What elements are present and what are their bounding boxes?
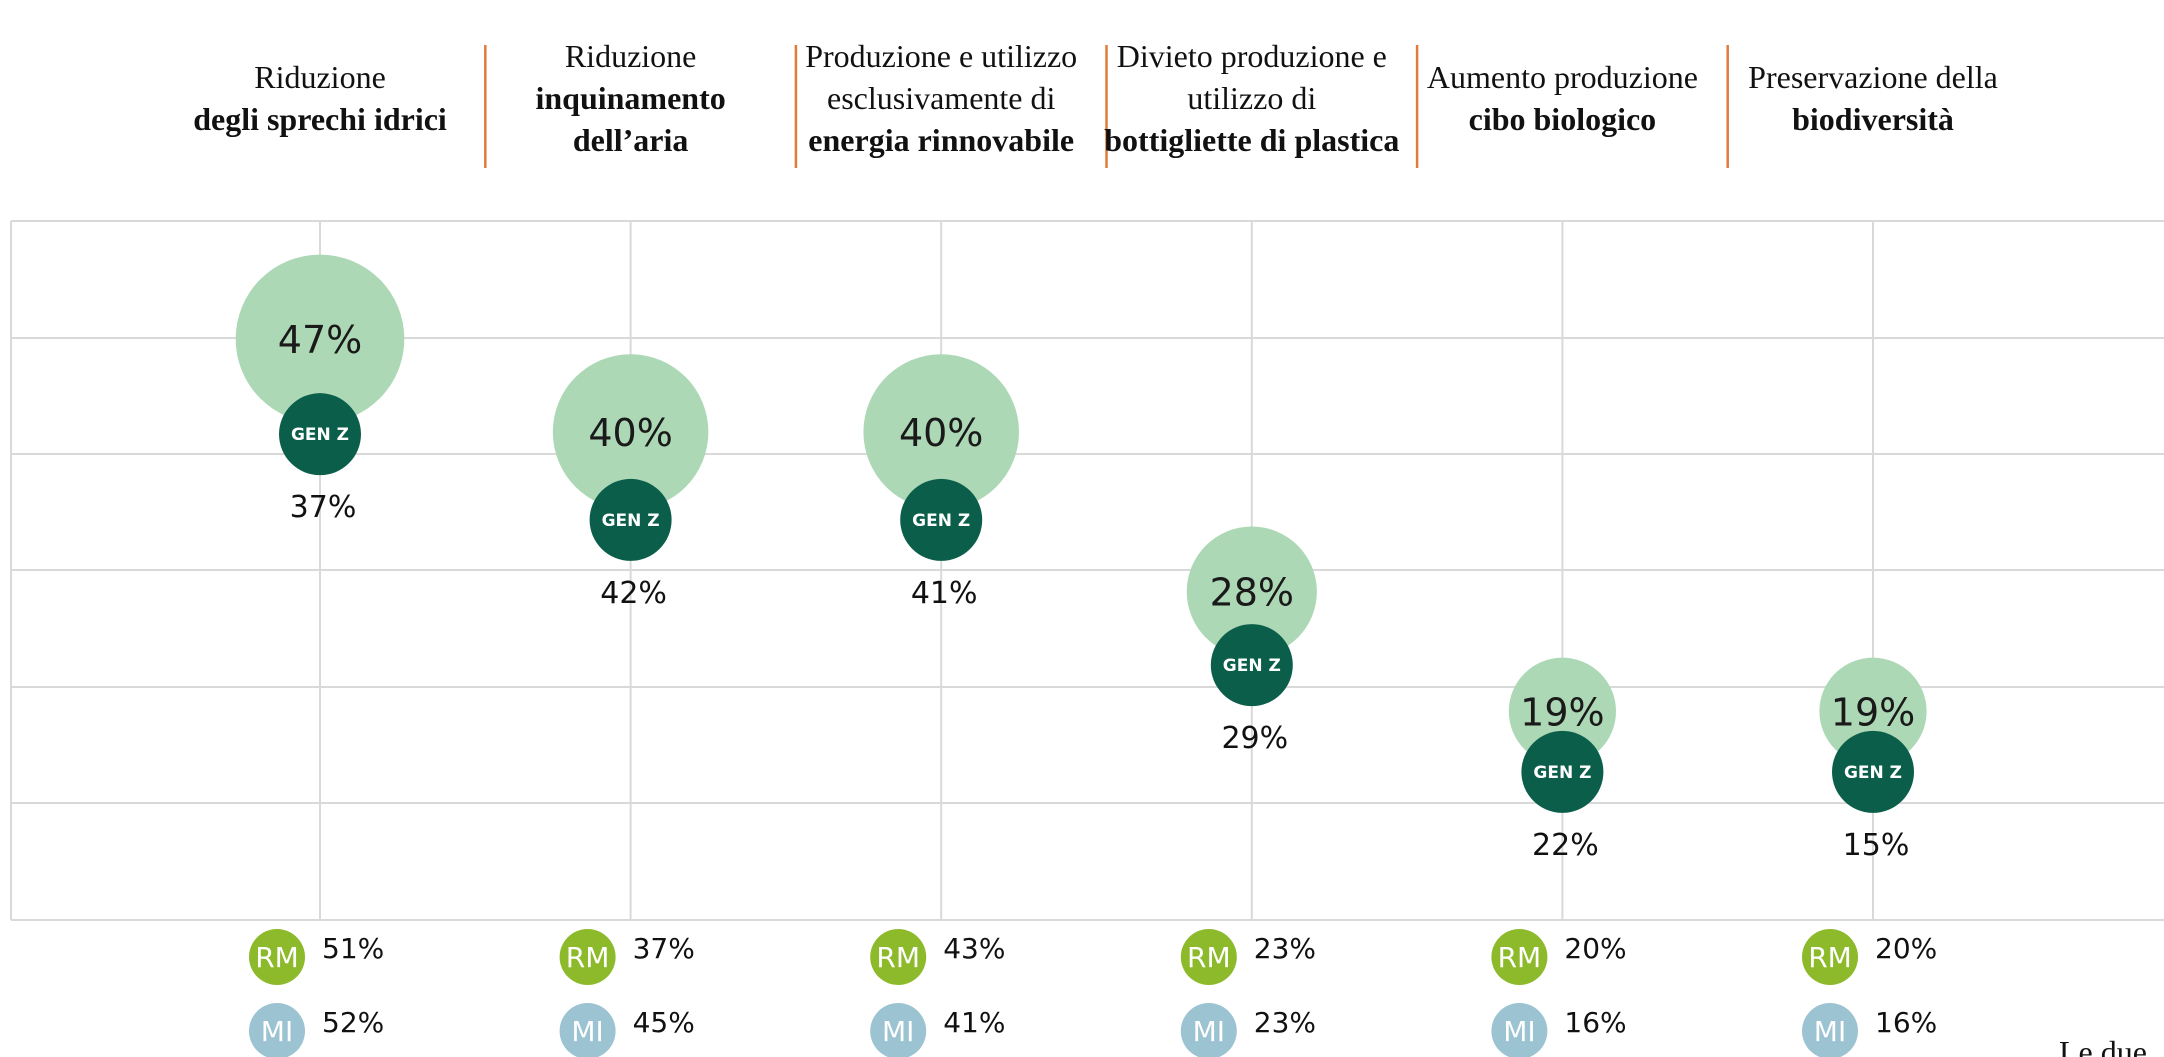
header-regular: Aumento produzione <box>1426 59 1698 95</box>
badge-name: MI <box>882 1015 914 1048</box>
genz-label: 15% <box>1843 828 1910 863</box>
header-bold: biodiversità <box>1792 101 1954 137</box>
badge <box>1180 1003 1237 1057</box>
category-header: Divieto produzione e utilizzo di bottigli… <box>1097 18 1407 178</box>
header-regular: Produzione e utilizzo esclusivamente di <box>805 38 1078 116</box>
bubble <box>1186 526 1317 657</box>
badge-name: MI <box>571 1015 603 1048</box>
badge <box>1491 929 1548 985</box>
genz-marker <box>589 478 672 561</box>
bubble <box>235 254 405 424</box>
badge <box>249 1003 305 1057</box>
badge-name: RM <box>1498 941 1542 974</box>
badge <box>559 929 616 985</box>
bubble-label: 19% <box>1520 690 1604 734</box>
bubble-label: 28% <box>1210 571 1294 615</box>
genz-name: GEN Z <box>602 511 660 531</box>
header-bold: degli sprechi idrici <box>193 101 447 137</box>
category-header: Preservazione della biodiversità <box>1718 18 2028 178</box>
badge-value: 23% <box>1254 1006 1316 1039</box>
genz-marker <box>900 478 983 561</box>
badge-name: MI <box>1503 1015 1535 1048</box>
bubble <box>1819 657 1927 765</box>
badge <box>1802 929 1858 985</box>
bubble-label: 40% <box>899 411 983 455</box>
badge-value: 16% <box>1875 1006 1937 1039</box>
header-bold: inquinamento dell’aria <box>535 80 726 158</box>
badge-value: 20% <box>1564 932 1626 965</box>
badge <box>1180 929 1237 985</box>
header-regular: Riduzione <box>564 38 697 74</box>
badge-name: RM <box>1808 941 1852 974</box>
genz-name: GEN Z <box>1533 763 1591 783</box>
category-header: Produzione e utilizzo esclusivamente di e… <box>786 18 1096 178</box>
header-bold: bottigliette di plastica <box>1104 122 1400 158</box>
badge-name: MI <box>1193 1015 1225 1048</box>
badge <box>870 929 927 985</box>
bubble <box>863 354 1019 510</box>
genz-marker <box>279 393 361 476</box>
badge-value: 43% <box>943 932 1005 965</box>
badge-value: 16% <box>1564 1006 1626 1039</box>
genz-label: 37% <box>290 490 357 525</box>
category-header: Riduzione inquinamento dell’aria <box>476 18 786 178</box>
bubble <box>552 354 709 510</box>
badge-name: RM <box>566 941 610 974</box>
badge-name: RM <box>1187 941 1231 974</box>
genz-label: 22% <box>1532 828 1599 863</box>
genz-label: 41% <box>911 576 978 611</box>
genz-name: GEN Z <box>912 511 970 531</box>
badge-value: 41% <box>943 1006 1005 1039</box>
genz-label: 42% <box>600 576 667 611</box>
badge-value: 51% <box>322 932 384 965</box>
genz-name: GEN Z <box>1844 763 1902 783</box>
badge-name: RM <box>255 941 299 974</box>
badge-value: 45% <box>633 1006 695 1039</box>
category-header: Aumento produzione cibo biologico <box>1407 18 1717 178</box>
badge <box>559 1003 616 1057</box>
badge <box>1802 1003 1858 1057</box>
badge-value: 20% <box>1875 932 1937 965</box>
badge-name: MI <box>261 1015 293 1048</box>
genz-marker <box>1832 730 1914 813</box>
bubble-label: 47% <box>278 318 362 362</box>
genz-marker <box>1210 624 1293 707</box>
genz-name: GEN Z <box>1223 656 1281 676</box>
bubble-label: 40% <box>588 411 672 455</box>
badge-name: MI <box>1814 1015 1846 1048</box>
badge <box>870 1003 927 1057</box>
header-regular: Riduzione <box>254 59 386 95</box>
header-regular: Divieto produzione e utilizzo di <box>1116 38 1387 116</box>
note: Le due <box>2059 1034 2147 1057</box>
bubble-label: 19% <box>1831 690 1915 734</box>
badge-name: RM <box>876 941 920 974</box>
badge <box>249 929 305 985</box>
bubble <box>1508 657 1617 765</box>
category-header: Riduzione degli sprechi idrici <box>165 18 475 178</box>
badge <box>1491 1003 1548 1057</box>
genz-label: 29% <box>1221 721 1288 756</box>
badge-value: 52% <box>322 1006 384 1039</box>
badge-value: 37% <box>633 932 695 965</box>
genz-marker <box>1521 730 1604 813</box>
header-regular: Preservazione della <box>1748 59 1998 95</box>
header-bold: cibo biologico <box>1468 101 1657 137</box>
header-bold: energia rinnovabile <box>808 122 1075 158</box>
genz-name: GEN Z <box>291 425 349 445</box>
badge-value: 23% <box>1254 932 1316 965</box>
